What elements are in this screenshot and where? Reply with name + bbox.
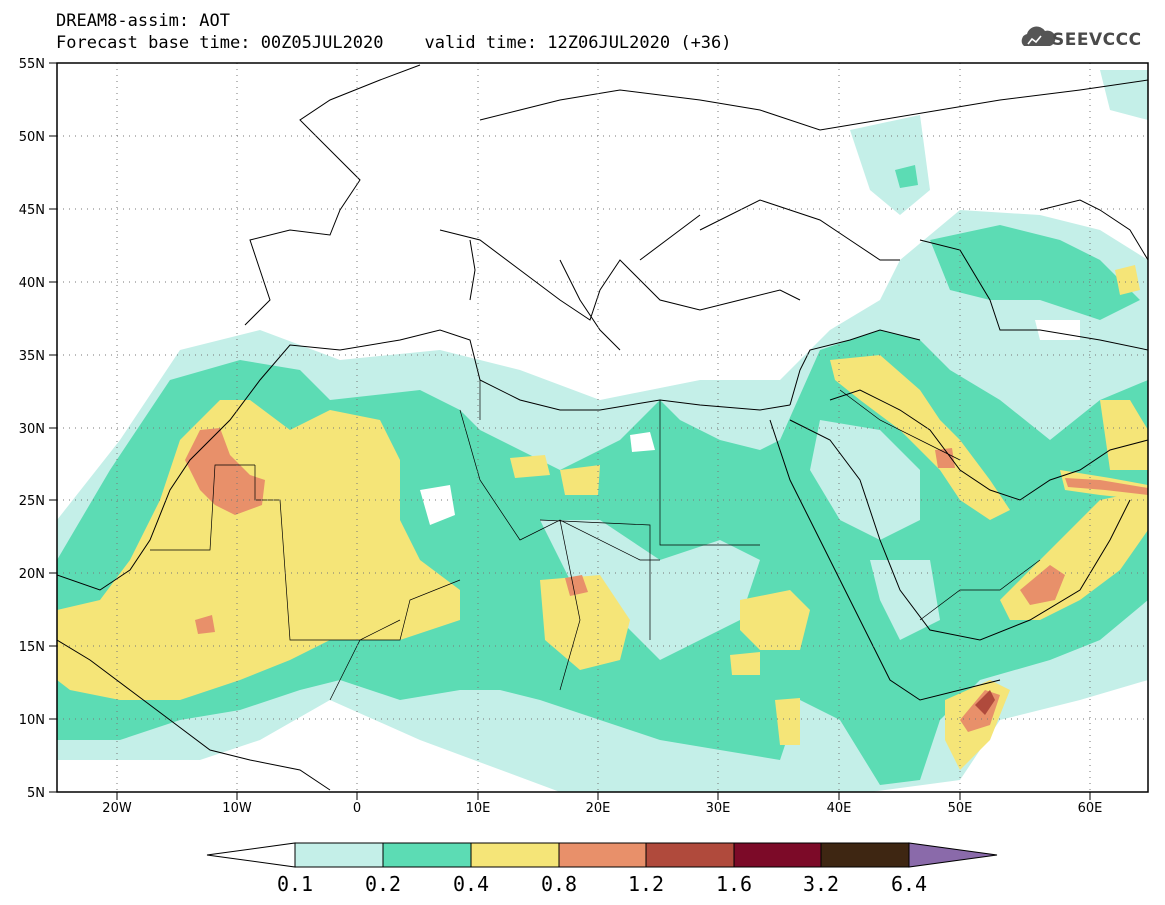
lat-label: 50N [19, 130, 45, 145]
colorbar-swatch [294, 842, 384, 868]
lon-labels: 20W 10W 0 10E 20E 30E 40E 50E 60E [102, 801, 1102, 816]
lon-label: 20W [102, 801, 132, 816]
colorbar-swatch [645, 842, 735, 868]
map-title: DREAM8-assim: AOT [56, 11, 230, 31]
aot-band-1.2 [975, 690, 995, 715]
lat-label: 55N [19, 57, 45, 72]
lon-label: 0 [353, 801, 361, 816]
lat-label: 10N [19, 713, 45, 728]
lat-label: 25N [19, 494, 45, 509]
lon-label: 30E [706, 801, 731, 816]
valid-time-label: valid time: 12Z06JUL2020 (+36) [424, 33, 732, 53]
lat-label: 30N [19, 422, 45, 437]
base-time-label: Forecast base time: 00Z05JUL2020 [56, 33, 384, 53]
cloud-icon [1021, 26, 1056, 46]
aot-field [57, 70, 1148, 792]
lat-label: 45N [19, 203, 45, 218]
colorbar-swatch [820, 842, 910, 868]
lon-label: 60E [1078, 801, 1103, 816]
lat-label: 5N [27, 786, 45, 801]
colorbar-upper-arrow [908, 842, 998, 868]
lon-label: 10W [222, 801, 252, 816]
aot-band-0.4 [57, 400, 460, 700]
colorbar [206, 842, 998, 868]
lon-label: 10E [466, 801, 491, 816]
coastlines [57, 64, 1148, 791]
colorbar-swatch [733, 842, 822, 868]
lat-labels: 55N 50N 45N 40N 35N 30N 25N 20N 15N 10N … [19, 57, 45, 801]
lat-label: 15N [19, 640, 45, 655]
colorbar-label: 6.4 [890, 872, 928, 896]
colorbar-swatch [558, 842, 647, 868]
lat-label: 35N [19, 349, 45, 364]
colorbar-label: 0.2 [364, 872, 402, 896]
colorbar-swatch [382, 842, 472, 868]
colorbar-swatch [470, 842, 560, 868]
lon-label: 40E [827, 801, 852, 816]
colorbar-label: 0.8 [540, 872, 578, 896]
lon-label: 50E [948, 801, 973, 816]
colorbar-label: 0.4 [452, 872, 490, 896]
colorbar-label: 0.1 [276, 872, 314, 896]
logo [1021, 26, 1056, 46]
tick-marks [49, 62, 1091, 800]
aot-band-0.8 [185, 428, 265, 515]
colorbar-label: 1.6 [715, 872, 753, 896]
lat-label: 20N [19, 567, 45, 582]
colorbar-lower-arrow [206, 842, 296, 868]
time-info: Forecast base time: 00Z05JUL2020 valid t… [56, 33, 732, 53]
colorbar-label: 1.2 [627, 872, 665, 896]
colorbar-label: 3.2 [802, 872, 840, 896]
lat-label: 40N [19, 276, 45, 291]
lon-label: 20E [586, 801, 611, 816]
logo-text: SEEVCCC [1052, 30, 1142, 50]
